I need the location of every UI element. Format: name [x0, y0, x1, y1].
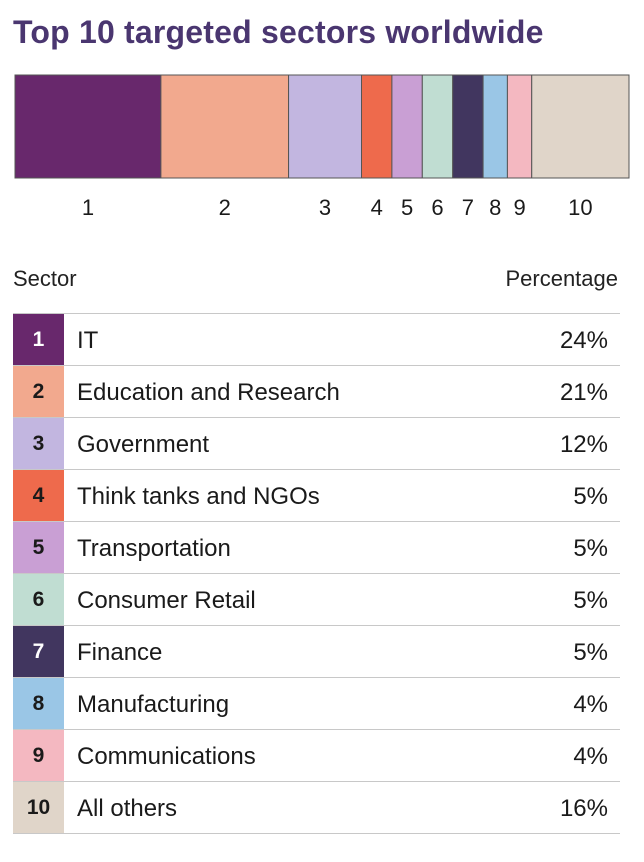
table-header: Sector Percentage [13, 266, 618, 296]
sector-percentage: 5% [573, 587, 608, 614]
sector-label: Education and Research [77, 379, 340, 406]
sector-color-swatch: 6 [13, 574, 64, 625]
category-tick-label: 7 [462, 195, 474, 220]
sector-label: Think tanks and NGOs [77, 483, 320, 510]
bar-segment-1 [14, 74, 162, 179]
sector-color-swatch: 8 [13, 678, 64, 729]
table-row: 6 Consumer Retail 5% [13, 574, 620, 626]
sector-percentage: 5% [573, 535, 608, 562]
category-tick-label: 3 [319, 195, 331, 220]
sector-color-swatch: 7 [13, 626, 64, 677]
stacked-bar-chart: 1 2 3 4 5 6 7 8 9 10 [14, 74, 630, 220]
table-row: 10 All others 16% [13, 782, 620, 834]
category-tick-label: 9 [513, 195, 525, 220]
sector-label: Communications [77, 743, 256, 770]
sector-label: Transportation [77, 535, 231, 562]
sector-color-swatch: 10 [13, 782, 64, 833]
sector-table: 1 IT 24% 2 Education and Research 21% 3 Governm… [13, 313, 620, 834]
sector-percentage: 4% [573, 691, 608, 718]
sector-percentage: 16% [559, 795, 608, 822]
sector-label: Government [77, 431, 210, 458]
sector-percentage: 5% [573, 483, 608, 510]
bar-segment-2 [160, 74, 290, 179]
sector-percentage: 5% [573, 639, 608, 666]
bar-segment-7 [452, 74, 484, 179]
category-tick-label: 1 [82, 195, 94, 220]
sector-column-header: Sector [13, 266, 77, 291]
bar-segment-9 [506, 74, 533, 179]
table-row: 1 IT 24% [13, 314, 620, 366]
sector-label: Finance [77, 639, 163, 666]
category-tick-label: 6 [431, 195, 443, 220]
sector-color-swatch: 5 [13, 522, 64, 573]
table-row: 9 Communications 4% [13, 730, 620, 782]
table-row: 8 Manufacturing 4% [13, 678, 620, 730]
sector-label: Consumer Retail [77, 587, 256, 614]
sector-label: IT [77, 327, 99, 354]
percentage-column-header: Percentage [505, 266, 618, 291]
sector-percentage: 21% [559, 379, 608, 406]
bar-segment-3 [288, 74, 363, 179]
sector-color-swatch: 3 [13, 418, 64, 469]
sector-color-swatch: 4 [13, 470, 64, 521]
category-tick-label: 10 [568, 195, 592, 220]
sector-percentage: 12% [559, 431, 608, 458]
sector-color-swatch: 2 [13, 366, 64, 417]
category-tick-label: 8 [489, 195, 501, 220]
bar-segment-6 [421, 74, 454, 179]
sector-percentage: 4% [573, 743, 608, 770]
category-tick-label: 5 [401, 195, 413, 220]
table-row: 5 Transportation 5% [13, 522, 620, 574]
category-tick-label: 4 [371, 195, 383, 220]
sector-label: Manufacturing [77, 691, 230, 718]
bar-segment-8 [482, 74, 508, 179]
bar-segment-5 [391, 74, 423, 179]
table-row: 7 Finance 5% [13, 626, 620, 678]
table-row: 2 Education and Research 21% [13, 366, 620, 418]
bar-segment-4 [361, 74, 393, 179]
chart-title: Top 10 targeted sectors worldwide [13, 14, 544, 50]
sector-percentage: 24% [559, 327, 608, 354]
category-tick-label: 2 [219, 195, 231, 220]
bar-segment-10 [531, 74, 630, 179]
sector-color-swatch: 1 [13, 314, 64, 365]
table-row: 4 Think tanks and NGOs 5% [13, 470, 620, 522]
sector-label: All others [77, 795, 178, 822]
sector-color-swatch: 9 [13, 730, 64, 781]
table-row: 3 Government 12% [13, 418, 620, 470]
